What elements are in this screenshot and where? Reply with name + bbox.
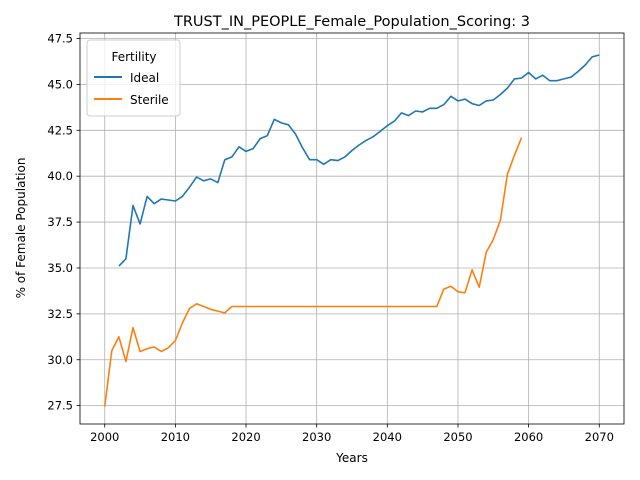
y-tick-label: 32.5: [47, 307, 73, 321]
y-tick-label: 30.0: [47, 353, 73, 367]
legend: Fertility Ideal Sterile: [86, 39, 181, 117]
plot-frame: [79, 32, 625, 425]
y-axis-label: % of Female Population: [14, 158, 28, 299]
y-tick-label: 27.5: [47, 399, 73, 413]
y-axis-ticks: 27.5 30.0 32.5 35.0 37.5 40.0 42.5 45.0 47.5: [47, 32, 80, 413]
legend-box: [86, 39, 181, 117]
series-lines: [103, 54, 600, 407]
x-tick-label: 2060: [514, 430, 543, 444]
y-tick-label: 45.0: [47, 77, 73, 91]
legend-title: Fertility: [111, 50, 156, 64]
series-line-sterile: [103, 137, 523, 407]
x-tick-label: 2000: [90, 430, 119, 444]
series-line-ideal: [118, 54, 600, 267]
y-tick-label: 40.0: [47, 169, 73, 183]
x-tick-label: 2050: [443, 430, 472, 444]
x-tick-label: 2010: [161, 430, 190, 444]
x-tick-label: 2040: [373, 430, 402, 444]
y-tick-label: 47.5: [47, 32, 73, 46]
x-tick-label: 2020: [231, 430, 260, 444]
x-tick-label: 2070: [585, 430, 614, 444]
x-axis-label: Years: [335, 451, 368, 465]
grid-lines: [80, 33, 624, 424]
y-tick-label: 42.5: [47, 123, 73, 137]
legend-label-ideal: Ideal: [130, 71, 159, 85]
x-tick-label: 2030: [302, 430, 331, 444]
chart-title: TRUST_IN_PEOPLE_Female_Population_Scorin…: [173, 14, 530, 30]
x-axis-ticks: 2000 2010 2020 2030 2040 2050 2060 2070: [90, 424, 614, 444]
y-tick-label: 37.5: [47, 215, 73, 229]
y-tick-label: 35.0: [47, 261, 73, 275]
legend-label-sterile: Sterile: [130, 93, 169, 107]
